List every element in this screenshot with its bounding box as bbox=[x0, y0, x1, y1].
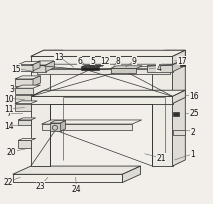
Polygon shape bbox=[31, 57, 173, 65]
Polygon shape bbox=[15, 80, 33, 87]
Text: 7: 7 bbox=[6, 109, 11, 118]
Polygon shape bbox=[18, 62, 40, 65]
Polygon shape bbox=[18, 65, 33, 71]
Polygon shape bbox=[18, 120, 31, 125]
Text: 5: 5 bbox=[90, 57, 95, 66]
Polygon shape bbox=[13, 174, 122, 183]
Text: 25: 25 bbox=[189, 109, 199, 118]
Polygon shape bbox=[173, 51, 185, 166]
Polygon shape bbox=[173, 91, 185, 104]
Polygon shape bbox=[31, 66, 46, 72]
Polygon shape bbox=[15, 104, 31, 111]
Polygon shape bbox=[173, 131, 185, 136]
Polygon shape bbox=[15, 76, 40, 80]
Polygon shape bbox=[111, 67, 142, 69]
Polygon shape bbox=[33, 76, 40, 87]
Polygon shape bbox=[37, 69, 170, 74]
Polygon shape bbox=[81, 68, 99, 71]
Text: 17: 17 bbox=[177, 57, 187, 66]
Polygon shape bbox=[46, 62, 54, 72]
Polygon shape bbox=[31, 91, 185, 97]
Polygon shape bbox=[81, 66, 104, 68]
Polygon shape bbox=[173, 60, 185, 72]
Text: 9: 9 bbox=[132, 57, 137, 66]
Text: 6: 6 bbox=[78, 57, 82, 66]
Text: 22: 22 bbox=[4, 177, 13, 186]
Polygon shape bbox=[173, 51, 185, 65]
Text: 13: 13 bbox=[54, 53, 63, 62]
Polygon shape bbox=[15, 101, 37, 104]
Text: 21: 21 bbox=[156, 154, 166, 163]
Text: 12: 12 bbox=[101, 57, 110, 66]
Text: 23: 23 bbox=[36, 181, 45, 190]
Polygon shape bbox=[13, 166, 141, 174]
Text: 15: 15 bbox=[11, 65, 21, 74]
Polygon shape bbox=[31, 51, 63, 57]
Polygon shape bbox=[147, 66, 173, 72]
Text: 16: 16 bbox=[189, 91, 199, 100]
Polygon shape bbox=[31, 62, 54, 66]
Polygon shape bbox=[50, 121, 66, 123]
Polygon shape bbox=[33, 62, 40, 71]
Polygon shape bbox=[42, 124, 132, 131]
Text: 8: 8 bbox=[116, 57, 121, 66]
Text: 2: 2 bbox=[190, 127, 195, 136]
Polygon shape bbox=[18, 139, 36, 141]
Polygon shape bbox=[111, 69, 136, 73]
Text: 20: 20 bbox=[7, 147, 17, 156]
Polygon shape bbox=[61, 121, 66, 132]
Text: 4: 4 bbox=[156, 64, 161, 73]
Polygon shape bbox=[15, 86, 40, 89]
Text: 14: 14 bbox=[4, 121, 13, 130]
Polygon shape bbox=[31, 57, 50, 166]
Polygon shape bbox=[18, 118, 36, 120]
Text: 11: 11 bbox=[4, 105, 13, 114]
Text: 3: 3 bbox=[9, 84, 14, 93]
Polygon shape bbox=[37, 65, 180, 69]
Polygon shape bbox=[31, 51, 185, 57]
Polygon shape bbox=[18, 141, 31, 148]
Polygon shape bbox=[152, 51, 185, 57]
Polygon shape bbox=[31, 97, 173, 104]
Polygon shape bbox=[42, 120, 142, 124]
Polygon shape bbox=[122, 166, 141, 183]
Polygon shape bbox=[180, 64, 185, 67]
Text: 1: 1 bbox=[190, 150, 195, 159]
Polygon shape bbox=[50, 123, 61, 132]
Text: 10: 10 bbox=[4, 94, 13, 103]
Polygon shape bbox=[173, 113, 179, 116]
Polygon shape bbox=[15, 89, 33, 94]
Text: 24: 24 bbox=[72, 184, 82, 193]
Polygon shape bbox=[152, 57, 173, 166]
Polygon shape bbox=[15, 96, 31, 102]
